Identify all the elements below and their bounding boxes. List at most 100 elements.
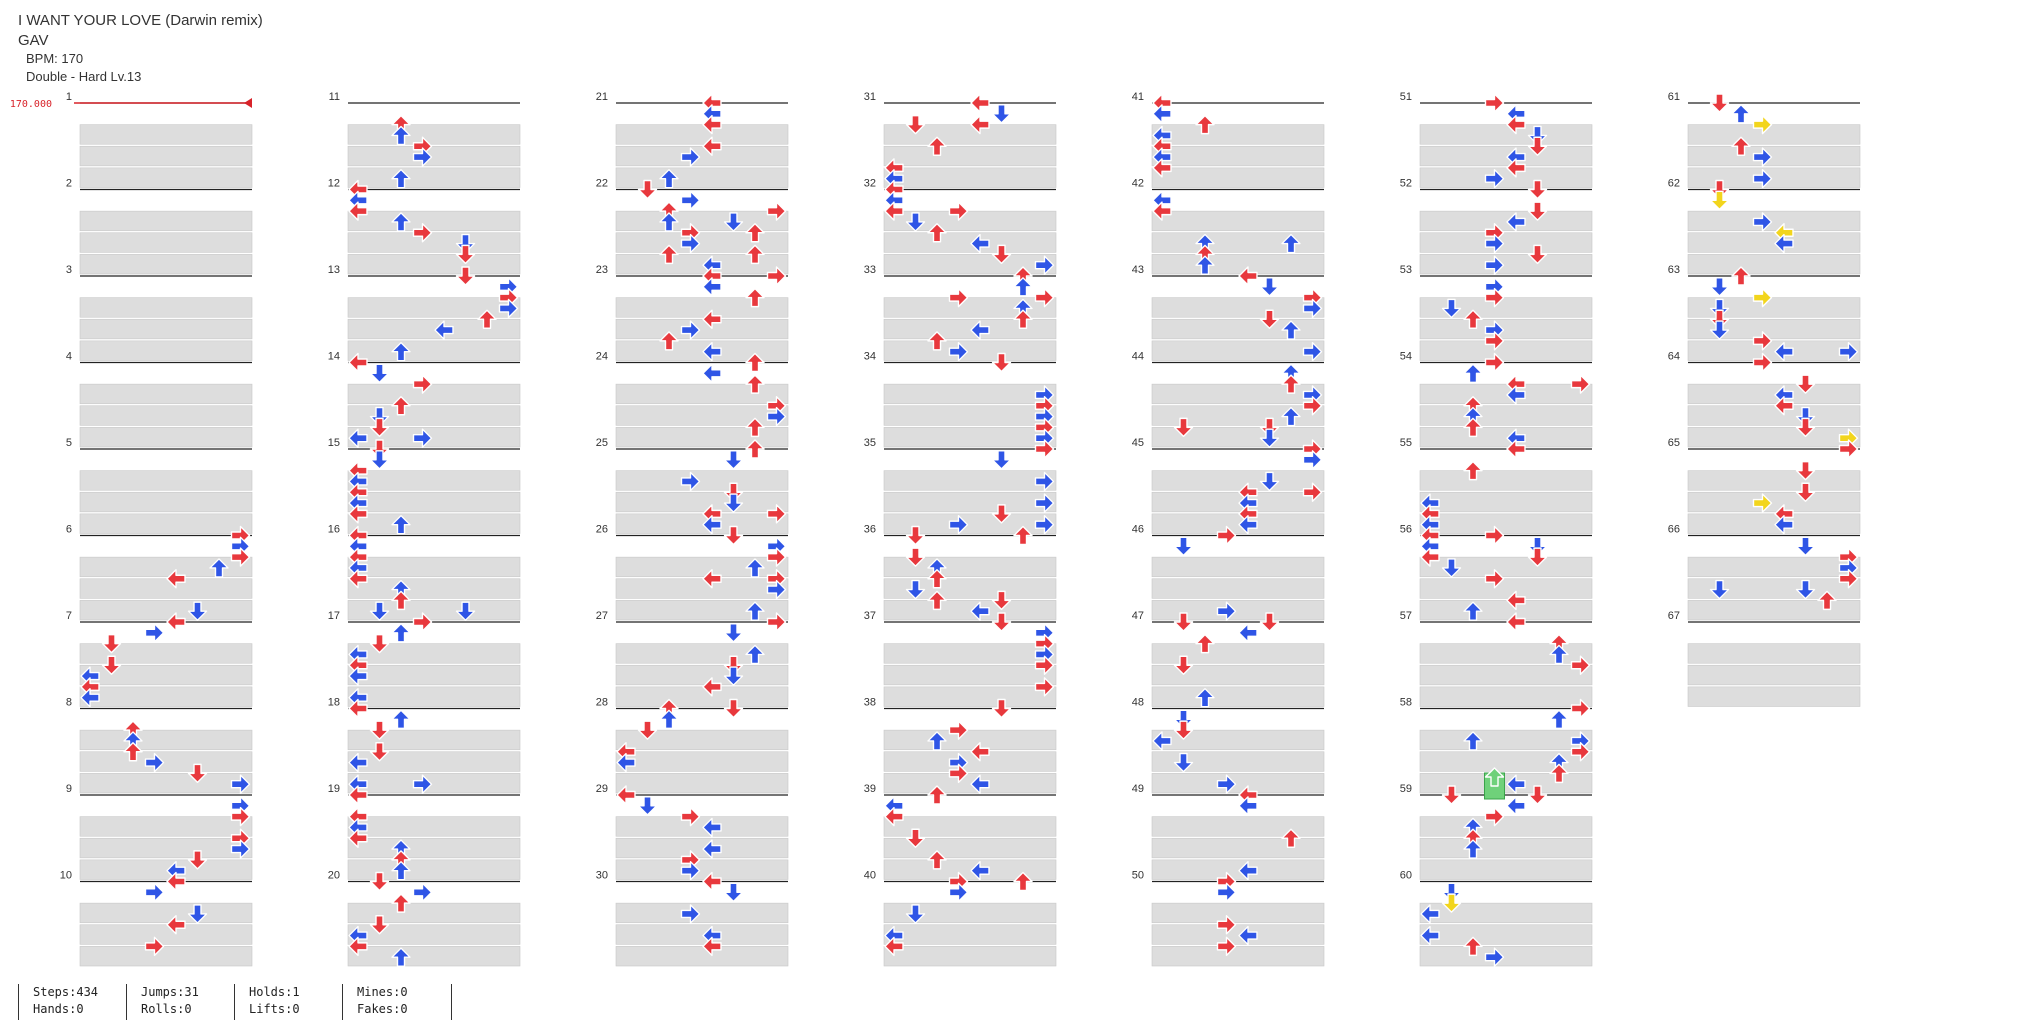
step-arrow	[905, 212, 926, 232]
step-arrow	[1795, 417, 1816, 438]
measure-number: 46	[1132, 524, 1144, 536]
step-arrow	[1302, 482, 1323, 502]
step-arrow	[1484, 352, 1505, 373]
step-arrow	[1506, 612, 1526, 632]
beat-row	[883, 513, 1057, 534]
step-arrow	[659, 168, 679, 189]
stat-lifts: Lifts:0	[249, 1002, 300, 1016]
step-arrow	[1302, 298, 1323, 319]
measure-number: 14	[328, 351, 340, 363]
step-arrow	[745, 439, 765, 459]
measure-number: 63	[1668, 264, 1680, 276]
step-arrow	[391, 893, 411, 913]
measure-number: 12	[328, 178, 340, 190]
beat-row	[1151, 924, 1325, 945]
step-arrow	[745, 374, 765, 394]
step-arrow	[1774, 233, 1794, 254]
beat-row	[615, 902, 789, 924]
beat-row	[1687, 643, 1861, 664]
beat-row	[1419, 124, 1593, 145]
beat-row	[883, 383, 1057, 405]
measure-number: 25	[596, 437, 608, 449]
step-arrow	[1506, 590, 1526, 611]
song-title: I WANT YOUR LOVE (Darwin remix)	[18, 12, 263, 29]
step-arrow	[1152, 158, 1172, 178]
step-arrow	[702, 871, 722, 892]
step-arrow	[723, 482, 744, 502]
step-arrow	[166, 871, 186, 892]
step-arrow	[1302, 341, 1323, 362]
beat-row	[347, 297, 521, 318]
step-arrow	[1216, 525, 1237, 546]
beat-row	[79, 318, 253, 340]
step-arrow	[1238, 796, 1258, 816]
beat-row	[883, 578, 1057, 599]
step-arrow	[209, 558, 229, 578]
measure-number: 47	[1132, 610, 1144, 622]
step-arrow	[970, 93, 990, 113]
step-arrow	[412, 612, 433, 632]
beat-row	[347, 491, 521, 513]
measure-number: 7	[66, 610, 72, 622]
beat-row	[79, 773, 253, 794]
beat-row	[883, 124, 1057, 145]
step-arrow	[1173, 536, 1194, 557]
beat-row	[883, 427, 1057, 448]
step-arrow	[1527, 125, 1548, 146]
beat-row	[347, 902, 521, 924]
beat-row	[1419, 470, 1593, 491]
step-arrow	[1549, 644, 1569, 665]
measure-number: 24	[596, 351, 608, 363]
step-arrow	[455, 244, 476, 265]
step-arrow	[1731, 104, 1751, 124]
step-arrow	[991, 504, 1012, 524]
measure-number: 59	[1400, 783, 1412, 795]
beat-row	[347, 513, 521, 534]
beat-row	[615, 383, 789, 405]
measure-number: 41	[1132, 91, 1144, 103]
step-arrow	[948, 341, 969, 362]
measure-number: 31	[864, 91, 876, 103]
step-arrow	[477, 309, 497, 329]
beat-row	[883, 340, 1057, 361]
step-arrow	[1527, 244, 1548, 265]
measure-number: 39	[864, 783, 876, 795]
beat-row	[347, 859, 521, 880]
beat-row	[883, 837, 1057, 859]
beat-row	[79, 470, 253, 491]
measure-number: 60	[1400, 870, 1412, 882]
beat-row	[1419, 600, 1593, 621]
beat-row	[347, 924, 521, 945]
step-arrow	[1838, 569, 1859, 589]
step-arrow	[927, 136, 947, 156]
step-arrow	[766, 201, 787, 221]
step-arrow	[1484, 331, 1505, 351]
step-arrow	[369, 633, 390, 654]
step-arrow	[970, 742, 990, 762]
step-arrow	[1463, 363, 1483, 384]
beat-row	[883, 167, 1057, 188]
step-arrow	[659, 244, 679, 265]
measure-number: 56	[1400, 524, 1412, 536]
beat-row	[1151, 405, 1325, 426]
step-arrow	[1709, 298, 1730, 319]
step-arrow	[1238, 860, 1258, 881]
measure-number: 3	[66, 264, 72, 276]
step-arrow	[1013, 871, 1033, 892]
beat-row	[1151, 383, 1325, 405]
beat-row	[615, 751, 789, 772]
step-arrow	[455, 266, 476, 286]
step-arrow	[927, 785, 947, 805]
step-arrow	[745, 223, 765, 243]
measure-number: 44	[1132, 351, 1144, 363]
beat-row	[1419, 837, 1593, 859]
step-arrow	[1570, 742, 1591, 762]
step-arrow	[1034, 287, 1055, 308]
step-arrow	[1506, 114, 1526, 135]
step-arrow	[1817, 590, 1837, 611]
step-arrow	[1774, 341, 1794, 362]
measure-number: 17	[328, 610, 340, 622]
step-arrow	[1173, 709, 1194, 730]
beat-row	[883, 816, 1057, 837]
stat-jumps: Jumps:31	[141, 985, 199, 999]
